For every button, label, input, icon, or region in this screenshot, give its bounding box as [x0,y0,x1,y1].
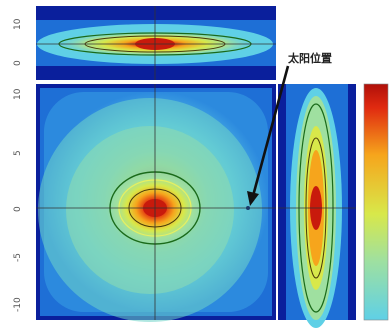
annotation-arrowhead [247,191,259,206]
sun-position-annotation: 太阳位置 [247,51,332,206]
y-tick-label: -10 [13,297,23,312]
annotation-arrow-line [251,65,290,197]
top-tick-label: 0 [13,60,23,66]
y-tick-label: -5 [13,253,23,262]
main-distribution-panel [36,84,276,322]
side-projection-panel [278,84,356,328]
y-tick-labels: 10 5 0 -5 -10 10 0 [13,18,23,312]
top-tick-label: 10 [13,18,23,30]
top-projection-panel [36,6,276,80]
colorbar [363,83,389,321]
y-tick-label: 0 [13,206,23,212]
y-tick-label: 5 [13,150,23,156]
annotation-label: 太阳位置 [287,51,332,65]
y-tick-label: 10 [13,88,23,100]
